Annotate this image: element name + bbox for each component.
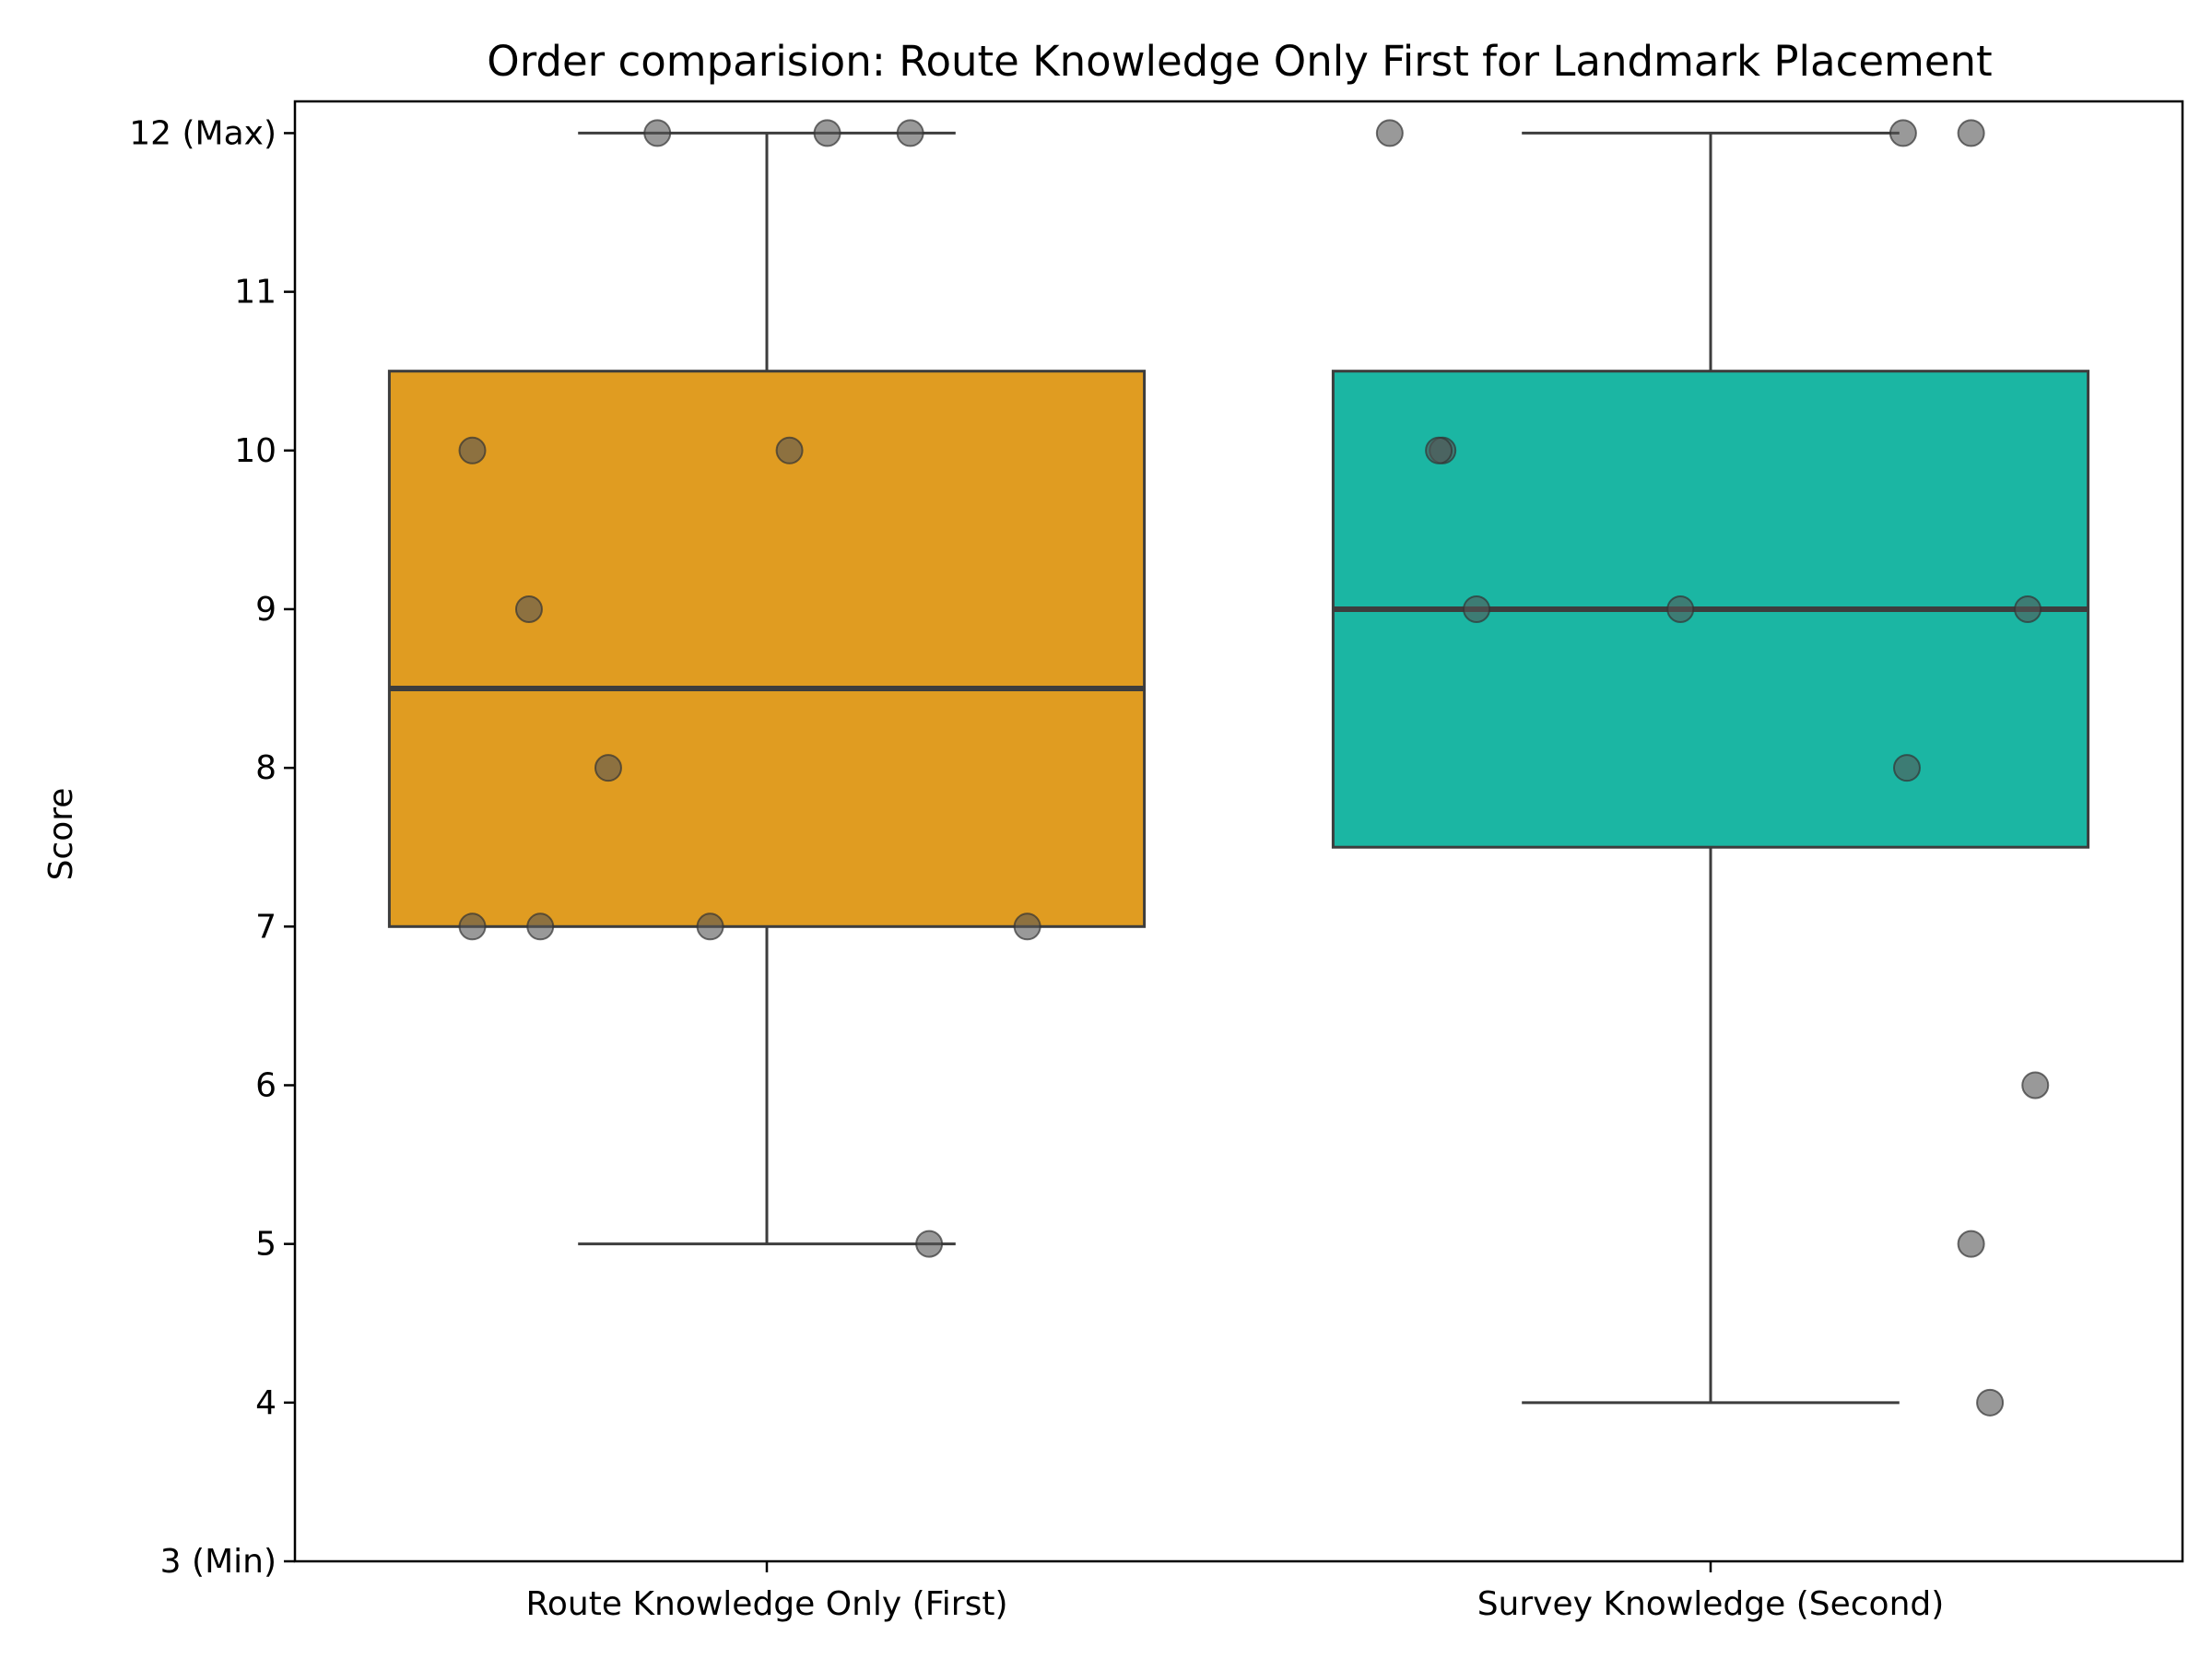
data-point xyxy=(458,436,487,465)
data-point xyxy=(775,436,804,465)
axes: 12 (Max) 11 10 9 8 7 6 5 4 3 (Min) Route Knowledge… xyxy=(129,100,2184,1623)
data-point xyxy=(458,912,487,941)
data-point xyxy=(526,912,555,941)
data-point xyxy=(2014,594,2042,623)
data-point xyxy=(514,594,543,623)
data-point xyxy=(1013,912,1041,941)
box-group-2 xyxy=(1331,131,2090,1405)
data-point xyxy=(1957,1230,1985,1258)
data-point xyxy=(1976,1388,2005,1417)
y-tick-label: 5 xyxy=(255,1226,276,1264)
data-point xyxy=(2021,1071,2050,1100)
data-point xyxy=(1425,436,1453,465)
y-tick-label: 7 xyxy=(255,908,276,946)
data-point xyxy=(643,119,672,147)
y-tick-label: 4 xyxy=(255,1384,276,1422)
plot-area xyxy=(387,131,2090,1405)
x-tick-label: Survey Knowledge (Second) xyxy=(1477,1585,1945,1623)
x-tick-label: Route Knowledge Only (First) xyxy=(525,1585,1007,1623)
y-tick-label: 11 xyxy=(234,274,276,312)
data-point xyxy=(594,754,622,782)
data-point xyxy=(1666,594,1695,623)
y-tick-label: 9 xyxy=(255,591,276,629)
box-iqr xyxy=(387,370,1147,928)
y-tick-label: 8 xyxy=(255,749,276,787)
data-point xyxy=(1375,119,1404,147)
data-point xyxy=(1888,119,1917,147)
data-point xyxy=(896,119,924,147)
data-points xyxy=(458,119,2050,1417)
axes-frame xyxy=(293,100,2184,1563)
chart-title: Order comparision: Route Knowledge Only … xyxy=(487,37,1992,86)
data-point xyxy=(1957,119,1985,147)
y-axis-title: Score xyxy=(42,788,80,881)
data-point xyxy=(915,1230,944,1258)
data-point xyxy=(1463,594,1491,623)
y-tick-label: 10 xyxy=(234,432,276,470)
y-tick-label: 3 (Min) xyxy=(160,1543,276,1581)
y-tick-label: 6 xyxy=(255,1066,276,1104)
box-group-1 xyxy=(387,131,1147,1246)
data-point xyxy=(1892,754,1921,782)
y-tick-label: 12 (Max) xyxy=(129,114,276,152)
data-point xyxy=(813,119,841,147)
data-point xyxy=(696,912,724,941)
